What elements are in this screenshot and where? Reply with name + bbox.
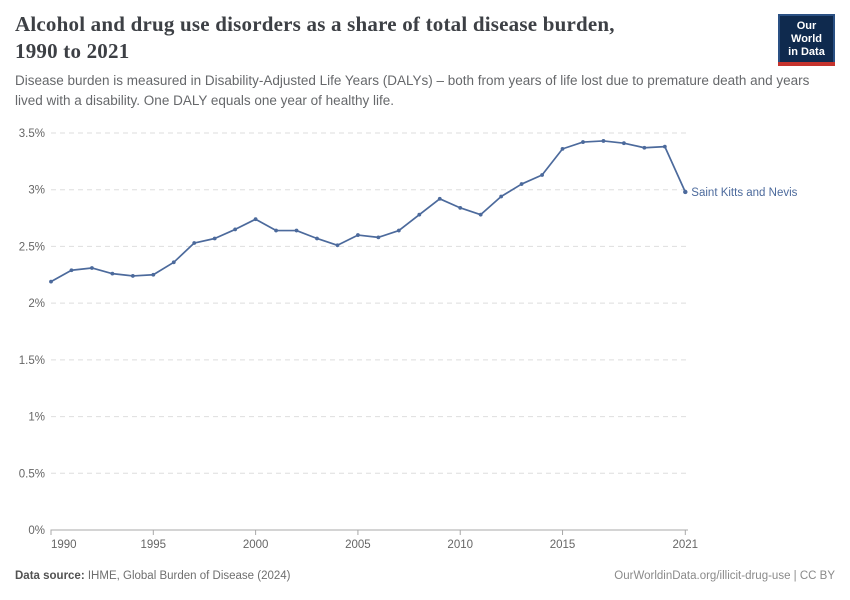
data-point[interactable] bbox=[622, 141, 626, 146]
x-tick-label: 1995 bbox=[141, 539, 167, 551]
y-tick-label: 3% bbox=[28, 185, 45, 197]
y-tick-label: 0.5% bbox=[19, 468, 45, 480]
data-point[interactable] bbox=[437, 196, 442, 201]
data-line[interactable] bbox=[50, 140, 687, 283]
owid-logo-text: Our World in Data bbox=[778, 14, 835, 62]
x-tick-label: 2000 bbox=[243, 539, 269, 551]
x-tick-label: 2021 bbox=[673, 539, 699, 551]
data-point[interactable] bbox=[601, 139, 606, 143]
data-point[interactable] bbox=[69, 268, 74, 273]
data-source[interactable]: Data source: IHME, Global Burden of Dise… bbox=[15, 568, 291, 584]
data-point[interactable] bbox=[274, 228, 278, 233]
chart-title-line2: 1990 to 2021 bbox=[15, 39, 130, 63]
y-tick-label: 3.5% bbox=[19, 128, 45, 140]
x-tick-label: 2015 bbox=[550, 539, 576, 551]
y-tick-label: 1.5% bbox=[19, 355, 45, 367]
x-tick-label: 1990 bbox=[51, 539, 77, 551]
x-tick-label: 2010 bbox=[447, 539, 473, 551]
owid-logo[interactable]: Our World in Data bbox=[778, 14, 835, 66]
data-point[interactable] bbox=[581, 140, 585, 144]
owid-url-license[interactable]: OurWorldinData.org/illicit-drug-use | CC… bbox=[614, 570, 835, 582]
data-point[interactable] bbox=[171, 260, 176, 265]
data-point[interactable] bbox=[192, 241, 197, 245]
data-point[interactable] bbox=[212, 236, 217, 241]
data-point[interactable] bbox=[315, 236, 319, 241]
data-point[interactable] bbox=[478, 212, 483, 217]
data-source-label: Data source: bbox=[15, 570, 85, 582]
data-point[interactable] bbox=[417, 212, 422, 217]
chart-title: Alcohol and drug use disorders as a shar… bbox=[15, 11, 615, 65]
y-tick-label: 1% bbox=[28, 412, 45, 424]
y-tick-label: 0% bbox=[28, 525, 45, 537]
data-point[interactable] bbox=[458, 205, 463, 210]
data-point[interactable] bbox=[540, 173, 544, 177]
data-point[interactable] bbox=[376, 235, 381, 240]
chart-subtitle: Disease burden is measured in Disability… bbox=[15, 73, 810, 108]
data-point[interactable] bbox=[294, 228, 299, 233]
data-point[interactable] bbox=[560, 146, 565, 151]
data-point-last[interactable] bbox=[683, 189, 688, 195]
chart-footer: Data source: IHME, Global Burden of Dise… bbox=[15, 568, 835, 584]
data-source-text: IHME, Global Burden of Disease (2024) bbox=[84, 570, 291, 582]
data-point[interactable] bbox=[130, 274, 135, 278]
data-point[interactable] bbox=[499, 194, 504, 199]
data-point[interactable] bbox=[49, 279, 53, 284]
x-tick-label: 2005 bbox=[345, 539, 371, 551]
data-point[interactable] bbox=[233, 227, 238, 232]
data-point[interactable] bbox=[253, 217, 258, 222]
chart-title-line1: Alcohol and drug use disorders as a shar… bbox=[15, 12, 615, 36]
y-tick-label: 2% bbox=[28, 298, 45, 310]
series-end-label[interactable]: Saint Kitts and Nevis bbox=[691, 187, 797, 199]
data-point[interactable] bbox=[90, 266, 94, 270]
data-point[interactable] bbox=[519, 182, 524, 186]
data-point[interactable] bbox=[642, 145, 647, 150]
data-point[interactable] bbox=[110, 271, 115, 276]
data-point[interactable] bbox=[335, 243, 340, 248]
data-point[interactable] bbox=[151, 272, 156, 277]
data-point[interactable] bbox=[662, 144, 667, 149]
y-tick-label: 2.5% bbox=[19, 241, 45, 253]
data-point[interactable] bbox=[396, 228, 401, 233]
data-point[interactable] bbox=[356, 233, 360, 237]
